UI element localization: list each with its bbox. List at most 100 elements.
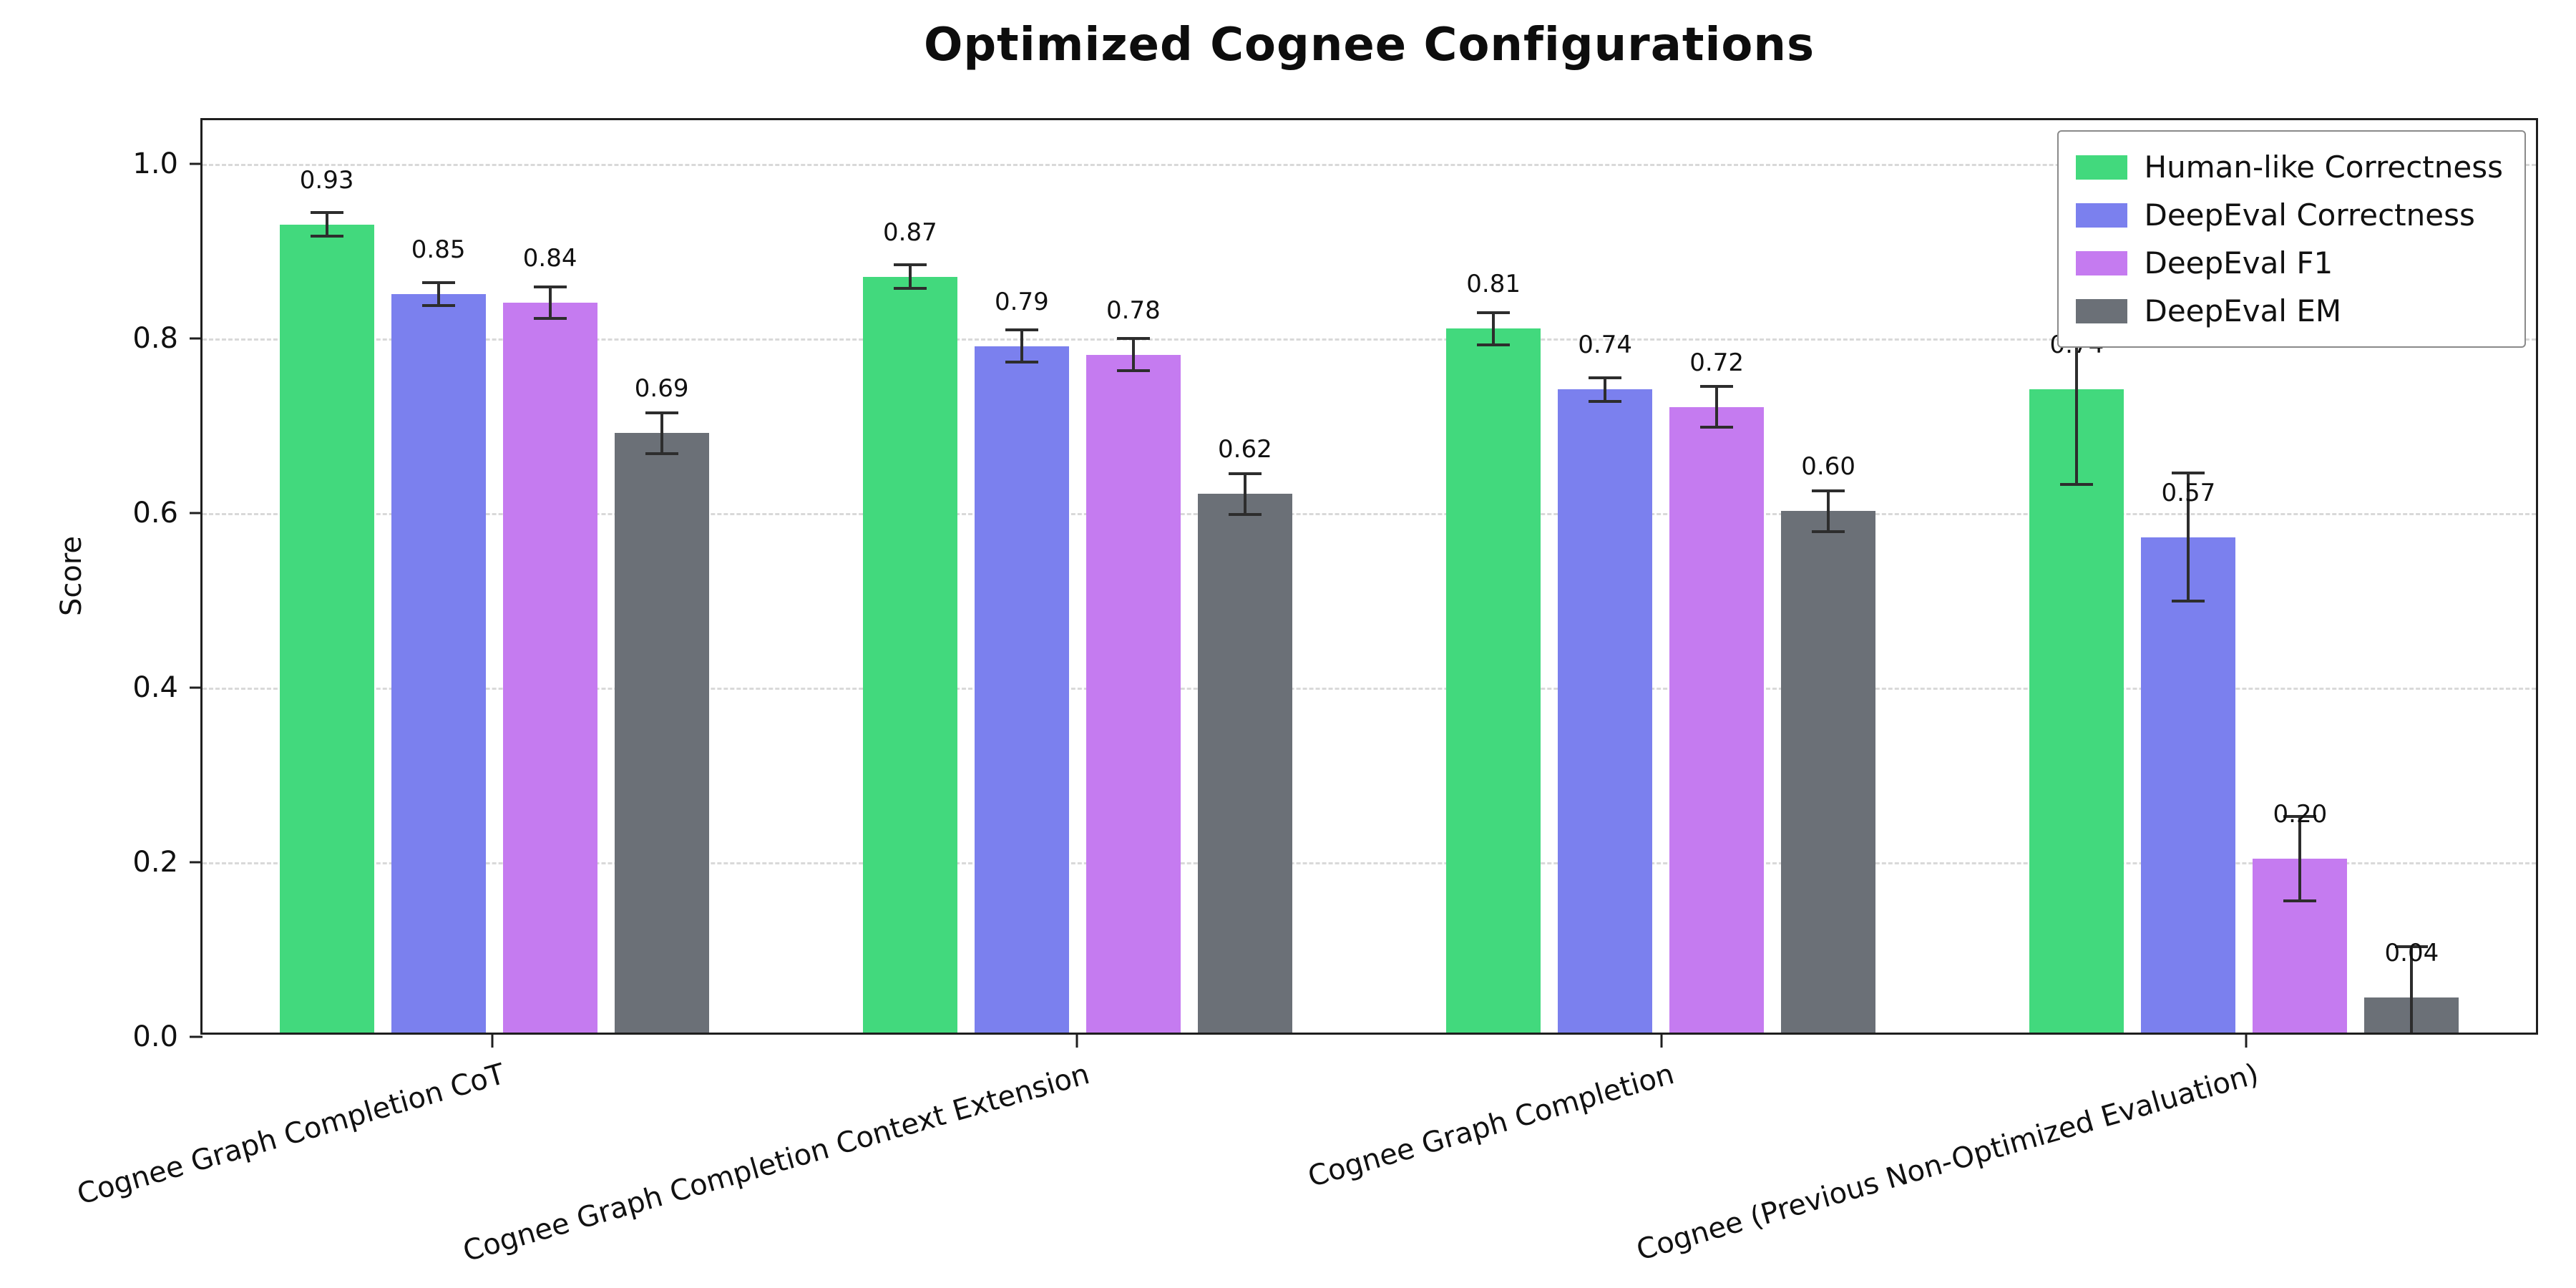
legend-swatch [2075,203,2127,228]
x-tick-label: Cognee Graph Completion CoT [74,1058,509,1211]
y-tick-label: 0.6 [132,497,178,530]
error-bar [533,285,567,321]
legend-row: DeepEval Correctness [2075,191,2504,239]
legend-label: DeepEval EM [2144,293,2342,328]
y-axis-label: Score [55,535,88,617]
error-bar-line [2298,815,2302,903]
error-bar [1228,472,1262,516]
error-bar-cap-top [1812,489,1845,492]
y-tick-label: 0.4 [132,671,178,704]
legend-swatch [2075,298,2127,323]
error-bar-cap-bottom [2060,482,2094,486]
error-bar [1700,385,1734,429]
legend-row: DeepEval EM [2075,287,2504,335]
error-bar-cap-top [1700,385,1734,389]
y-tick-label: 1.0 [132,147,178,180]
bars-layer: 0.93 0.85 0.84 0.69 0.87 0.79 0.78 0.62 0.81 0.74… [203,120,2536,1033]
error-bar-cap-top [1116,337,1150,341]
gridline [203,688,2536,690]
chart-title: Optimized Cognee Configurations [923,19,1815,72]
grid-layer [203,120,2536,1033]
bar-value-label: 0.81 [1466,270,1521,299]
error-bar [1812,489,1845,533]
legend-swatch [2075,250,2127,275]
bar-group: 0.93 0.85 0.84 0.69 [203,120,786,1033]
error-bar-line [2187,472,2190,603]
bar-value-label: 0.72 [1689,348,1744,377]
bar-value-label: 0.84 [522,244,577,273]
error-bar-cap-top [310,211,343,215]
bar: 0.81 [1446,270,1541,1033]
bar-value-label: 0.87 [883,218,937,247]
error-bar-cap-top [2283,815,2317,819]
bar: 0.72 [1669,348,1765,1033]
gridline [203,164,2536,166]
error-bar-cap-bottom [645,452,678,455]
bar-value-label: 0.60 [1801,452,1855,482]
x-tick-label: Cognee (Previous Non-Optimized Evaluatio… [1632,1058,2263,1267]
x-tick-label: Cognee Graph Completion [1304,1058,1678,1194]
error-bar-cap-bottom [1228,512,1262,516]
bar-value-label: 0.74 [1578,331,1632,360]
error-bar-line [660,411,663,455]
error-bar-cap-bottom [421,304,455,308]
error-bar-line [1604,376,1607,403]
error-bar [1116,337,1150,373]
bar: 0.20 [2253,800,2348,1033]
bar-value-label: 0.20 [2273,800,2328,829]
error-bar-line [1827,489,1830,533]
legend-swatch [2075,155,2127,180]
bar: 0.78 [1085,296,1181,1033]
y-tick-label: 0.2 [132,846,178,879]
error-bar-cap-bottom [2172,600,2205,603]
error-bar-cap-bottom [2283,899,2317,903]
error-bar [2395,945,2429,1033]
error-bar [645,411,678,455]
gridline [203,513,2536,515]
error-bar-cap-top [1005,328,1038,332]
bar-value-label: 0.57 [2161,478,2216,507]
bar: 0.74 [2029,293,2124,1033]
bar: 0.74 [1558,331,1653,1033]
y-axis-ticks: 0.0 0.2 0.4 0.6 0.8 1.0 [132,120,2536,1053]
legend-label: DeepEval F1 [2144,245,2333,280]
error-bar-line [2075,293,2079,486]
bar-group: 0.81 0.74 0.72 0.60 [1370,120,1953,1033]
error-bar-cap-bottom [533,317,567,321]
x-tick-label: Cognee Graph Completion Context Extensio… [459,1058,1093,1269]
bar: 0.85 [391,235,486,1033]
gridline [203,862,2536,864]
error-bar-cap-top [1228,472,1262,475]
x-tick-mark [491,1035,494,1048]
error-bar-cap-bottom [893,286,927,290]
error-bar-line [1131,337,1135,373]
y-tick-label: 0.0 [132,1020,178,1053]
y-tick-label: 0.8 [132,322,178,355]
bar: 0.87 [862,218,957,1033]
error-bar-cap-top [645,411,678,414]
legend-row: DeepEval F1 [2075,239,2504,287]
error-bar-cap-top [2395,945,2429,949]
bar-value-label: 0.93 [299,165,354,195]
error-bar-line [1243,472,1246,516]
error-bar [893,263,927,290]
error-bar-line [1492,311,1496,346]
bar-value-label: 0.78 [1106,296,1161,325]
bar: 0.04 [2364,939,2459,1033]
error-bar-line [436,280,440,308]
error-bar-line [2410,945,2414,1033]
x-tick-mark [2245,1035,2248,1048]
error-bar-cap-top [1589,376,1622,380]
bar: 0.84 [502,244,597,1033]
bar: 0.57 [2141,472,2236,1033]
error-bar [2172,472,2205,603]
error-bar-cap-top [421,280,455,284]
bar: 0.69 [614,374,709,1033]
bar-value-label: 0.69 [634,374,689,404]
bar: 0.62 [1197,435,1292,1033]
error-bar-cap-bottom [310,235,343,238]
bar: 0.60 [1781,452,1876,1033]
error-bar-line [908,263,912,290]
y-tick-mark [190,686,203,689]
